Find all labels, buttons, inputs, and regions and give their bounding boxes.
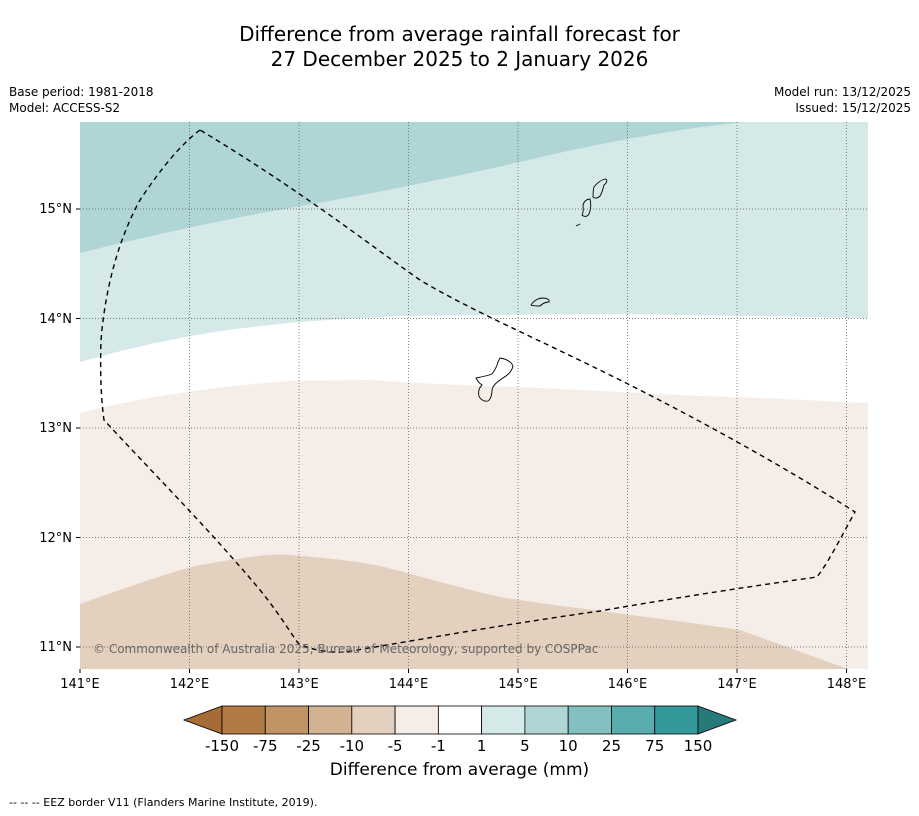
island-guam: [475, 357, 514, 402]
colorbar-tick-label: -25: [296, 737, 321, 755]
island-tinian: [581, 198, 592, 217]
colorbar-tick-label: -150: [205, 737, 239, 755]
colorbar-segment: [567, 705, 612, 735]
colorbar-tick-label: 1: [477, 737, 487, 755]
colorbar-segment: [611, 705, 656, 735]
colorbar-segment: [221, 705, 266, 735]
lon-label-145e: 145°E: [498, 677, 538, 692]
lon-tick-labels: 141°E 142°E 143°E 144°E 145°E 146°E 147°…: [60, 677, 866, 692]
colorbar-extend-high: [697, 705, 738, 735]
colorbar: -150 -75 -25 -10 -5 -1 1 5 10 25 75 150: [182, 705, 738, 755]
colorbar-tick-label: 5: [520, 737, 530, 755]
model-run: Model run: 13/12/2025: [773, 85, 911, 99]
colorbar-tick-label: -75: [253, 737, 278, 755]
meta-right: Model run: 13/12/2025 Issued: 15/12/2025: [774, 84, 911, 116]
island-saipan: [592, 178, 608, 199]
colorbar-segment: [481, 705, 526, 735]
copyright-text: © Commonwealth of Australia 2025, Bureau…: [93, 642, 598, 656]
title-line-1: Difference from average rainfall forecas…: [239, 22, 680, 46]
lon-label-143e: 143°E: [279, 677, 319, 692]
lon-label-141e: 141°E: [60, 677, 100, 692]
colorbar-tick-label: 25: [602, 737, 621, 755]
band-white: [80, 314, 868, 413]
colorbar-segment: [394, 705, 439, 735]
lat-label-15n: 15°N: [39, 202, 72, 217]
lon-label-147e: 147°E: [717, 677, 757, 692]
issued-date: Issued: 15/12/2025: [795, 101, 911, 115]
colorbar-label: Difference from average (mm): [329, 760, 590, 780]
base-period: Base period: 1981-2018: [9, 85, 154, 99]
colorbar-segment: [308, 705, 353, 735]
colorbar-segment: [351, 705, 396, 735]
meta-left: Base period: 1981-2018 Model: ACCESS-S2: [9, 84, 154, 116]
chart-title: Difference from average rainfall forecas…: [0, 22, 919, 72]
colorbar-segment: [654, 705, 699, 735]
island-rota: [530, 297, 550, 307]
colorbar-segment: [264, 705, 309, 735]
colorbar-extend-low: [182, 705, 223, 735]
colorbar-tick-label: 150: [684, 737, 713, 755]
band-teal-medium: [80, 122, 746, 253]
lat-label-12n: 12°N: [39, 531, 72, 546]
model-name: Model: ACCESS-S2: [9, 101, 121, 115]
coastlines: [475, 178, 608, 402]
colorbar-tick-label: -5: [388, 737, 403, 755]
lat-label-11n: 11°N: [39, 640, 72, 655]
title-line-2: 27 December 2025 to 2 January 2026: [270, 47, 649, 71]
colorbar-tick-label: 10: [559, 737, 578, 755]
lat-tick-marks: [76, 208, 80, 648]
colorbar-tick-label: -10: [340, 737, 365, 755]
map-area: [80, 122, 868, 669]
lat-label-14n: 14°N: [39, 312, 72, 327]
band-brown-medium: [80, 554, 848, 669]
lon-label-144e: 144°E: [389, 677, 429, 692]
island-aguijan: [575, 223, 581, 227]
colorbar-segment: [437, 705, 483, 735]
colorbar-tick-label: 75: [645, 737, 664, 755]
lon-label-148e: 148°E: [827, 677, 867, 692]
lon-label-146e: 146°E: [608, 677, 648, 692]
lat-tick-labels: 15°N 14°N 13°N 12°N 11°N: [39, 202, 72, 655]
eez-footnote: -- -- -- EEZ border V11 (Flanders Marine…: [9, 796, 318, 809]
colorbar-segment: [524, 705, 569, 735]
lat-label-13n: 13°N: [39, 421, 72, 436]
colorbar-tick-label: -1: [431, 737, 446, 755]
gridlines: [80, 122, 868, 669]
lon-label-142e: 142°E: [170, 677, 210, 692]
lon-tick-marks: [79, 669, 847, 673]
